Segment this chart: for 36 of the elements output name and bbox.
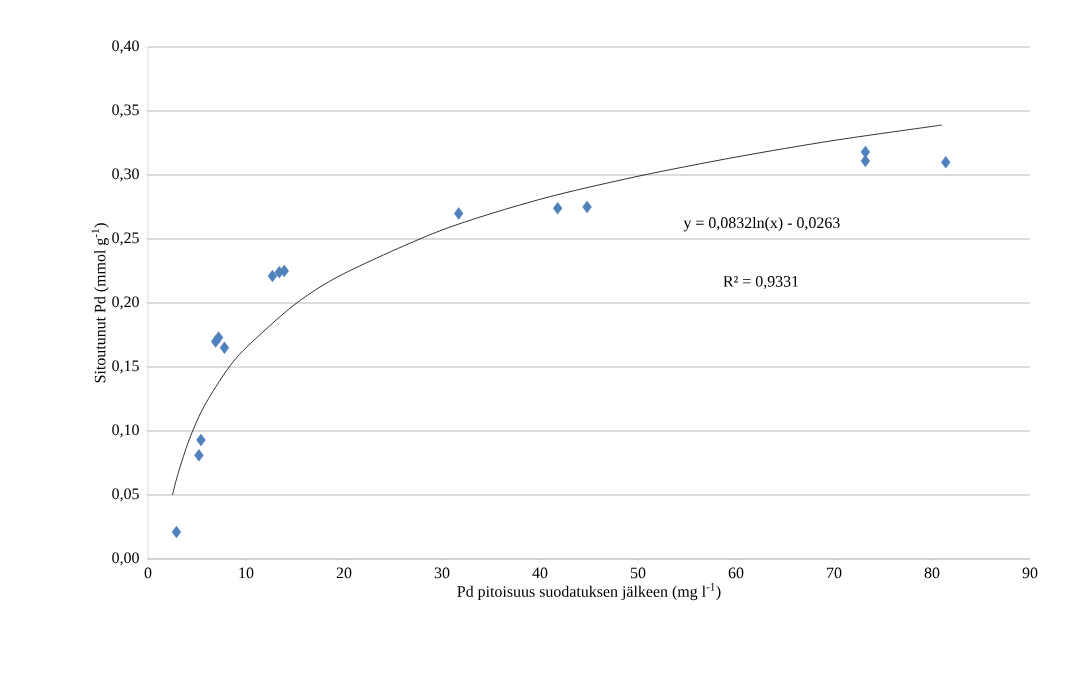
y-tick-label: 0,35 (112, 104, 139, 118)
y-tick-label: 0,00 (112, 552, 139, 566)
point (213, 331, 224, 344)
point (941, 155, 951, 169)
point (453, 207, 464, 220)
point (194, 449, 204, 462)
x-tick-label: 0 (144, 567, 152, 579)
y-tick-label: 0,20 (112, 296, 139, 310)
x-tick-label: 30 (434, 567, 450, 579)
x-tick-label: 90 (1022, 567, 1038, 579)
y-tick-label: 0,30 (112, 168, 139, 182)
y-tick-label: 0,10 (112, 424, 139, 438)
point (267, 269, 278, 283)
x-tick-label: 50 (630, 567, 646, 579)
annotation: R² = 0,9331 (723, 275, 799, 290)
x-axis-title: Pd pitoisuus suodatuksen jälkeen (mg l$^{-1}$) (457, 583, 721, 601)
y-tick-label: 0,05 (112, 488, 139, 502)
point (196, 433, 206, 447)
x-tick-label: 80 (924, 567, 940, 579)
x-tick-label: 10 (239, 567, 254, 579)
x-tick-label: 70 (827, 567, 842, 579)
y-tick-label: 0,40 (112, 40, 139, 54)
line-series (172, 124, 943, 496)
x-tick-label: 40 (532, 567, 548, 579)
point (279, 264, 289, 278)
y-tick-label: 0,15 (112, 360, 139, 374)
y-tick-label: 0,25 (112, 232, 139, 246)
x-tick-label: 20 (336, 567, 352, 579)
point (219, 341, 230, 354)
point (171, 525, 182, 539)
annotation: y = 0,0832ln(x) - 0,0263 (683, 216, 840, 232)
point (552, 202, 563, 215)
point (582, 200, 592, 214)
y-axis-title: Sitoutunut Pd (mmol g$^{-1}$) (91, 223, 109, 383)
x-tick-label: 60 (728, 567, 744, 579)
point (860, 154, 871, 168)
